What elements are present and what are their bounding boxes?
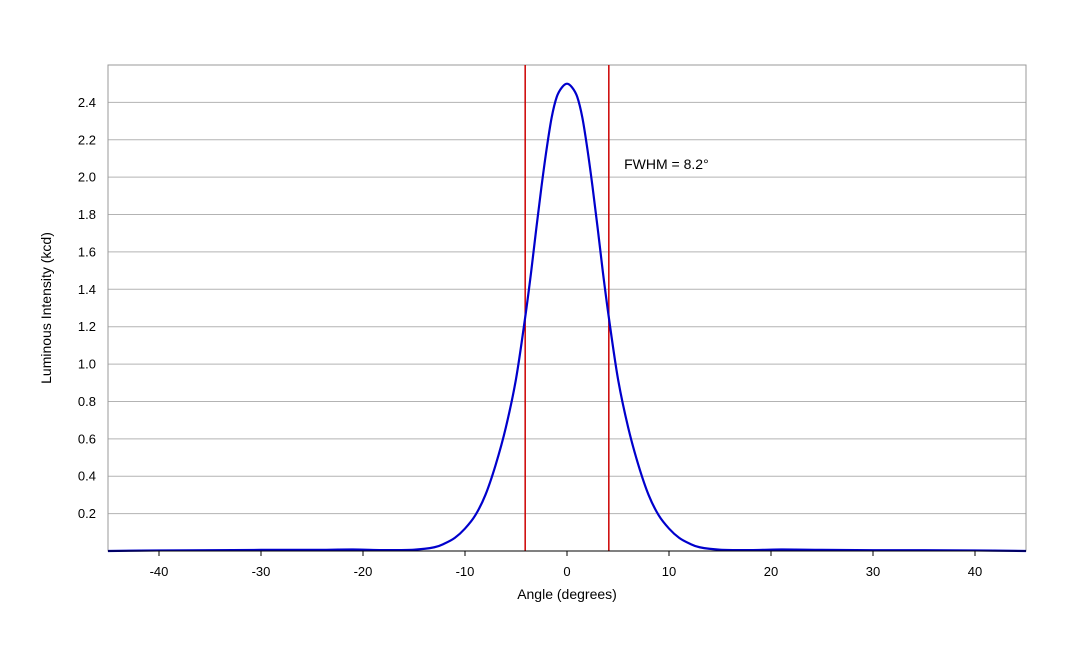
x-tick-label: 30 [866,564,880,579]
x-tick-label: -40 [150,564,169,579]
y-tick-label: 1.2 [78,319,96,334]
x-tick-label: 0 [563,564,570,579]
y-tick-label: 0.4 [78,469,96,484]
x-axis-title: Angle (degrees) [517,586,617,602]
y-tick-label: 1.8 [78,207,96,222]
fwhm-annotation: FWHM = 8.2° [624,156,709,172]
y-axis-title: Luminous Intensity (kcd) [38,232,54,384]
grid-lines [108,101,1026,515]
fwhm-markers [524,65,610,551]
y-tick-label: 0.8 [78,394,96,409]
plot-area-border [107,64,1027,552]
y-tick-label: 1.6 [78,244,96,259]
x-tick-label: -30 [252,564,271,579]
x-tick-label: 10 [662,564,676,579]
y-tick-label: 1.0 [78,357,96,372]
y-tick-labels: 0.2 0.4 0.6 0.8 1.0 1.2 1.4 1.6 1.8 2.0 2.2 2.4 [78,95,96,521]
series-layer [107,82,1027,553]
x-tick-label: -20 [354,564,373,579]
intensity-series-line [107,82,1027,553]
y-tick-label: 2.0 [78,170,96,185]
y-tick-label: 2.4 [78,95,96,110]
y-tick-label: 0.6 [78,431,96,446]
y-tick-label: 0.2 [78,506,96,521]
x-tick-label: 20 [764,564,778,579]
x-tick-label: 40 [968,564,982,579]
axes [108,550,1026,556]
x-tick-labels: -40 -30 -20 -10 0 10 20 30 40 [150,564,983,579]
x-tick-label: -10 [456,564,475,579]
y-tick-label: 2.2 [78,132,96,147]
y-tick-label: 1.4 [78,282,96,297]
